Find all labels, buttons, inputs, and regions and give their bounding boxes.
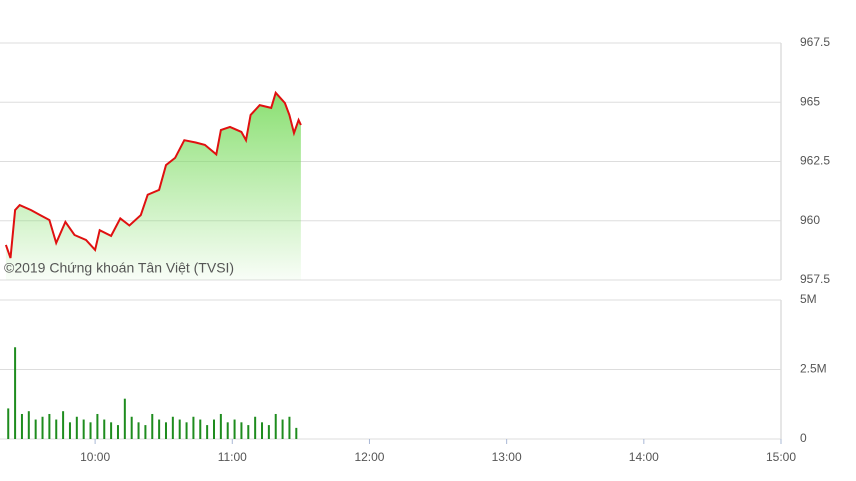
volume-bar [123,398,126,439]
x-tick-label: 12:00 [354,450,384,464]
volume-bar [34,419,37,439]
volume-bar [151,413,154,439]
y-tick-label: 967.5 [800,35,830,49]
watermark: ©2019 Chứng khoán Tân Việt (TVSI) [4,260,234,276]
volume-bar [247,425,250,439]
volume-bar [185,422,188,439]
volume-bar [41,416,44,439]
y-tick-label: 957.5 [800,272,830,286]
y-tick-label: 965 [800,94,820,108]
volume-bar [295,427,298,439]
volume-bar [261,422,264,439]
volume-bar [48,413,51,439]
volume-bar [233,419,236,439]
x-tick-label: 11:00 [218,450,247,464]
volume-bar [62,411,65,439]
volume-bar [14,347,17,439]
volume-bar [199,419,202,439]
volume-bar [116,425,119,439]
volume-bar [178,419,181,439]
volume-bar [226,422,229,439]
y-tick-label: 960 [800,213,820,227]
volume-bar [96,413,99,439]
price-area [5,92,301,280]
volume-bar [267,425,270,439]
volume-bar [254,416,257,439]
volume-bar [171,416,174,439]
y-tick-label: 962.5 [800,154,830,168]
volume-bar [137,422,140,439]
volume-bar [288,416,291,439]
price-line [4,90,302,259]
volume-bar [75,416,78,439]
x-tick-label: 14:00 [629,450,659,464]
volume-bar [27,411,30,439]
volume-bar [89,422,92,439]
x-tick-label: 13:00 [492,450,522,464]
volume-bar [240,422,243,439]
volume-bar [206,425,209,439]
x-tick-label: 15:00 [766,450,796,464]
y-tick-label: 5M [800,292,817,306]
volume-bar [82,419,85,439]
volume-bar [103,419,106,439]
volume-bar [192,416,195,439]
x-tick-label: 10:00 [80,450,110,464]
volume-bar [20,413,23,439]
volume-bar [68,422,71,439]
volume-bar [7,408,10,439]
volume-bar [164,422,167,439]
volume-bar [55,419,58,439]
volume-bar [274,413,277,439]
volume-bar [144,425,147,439]
volume-bar [281,419,284,439]
volume-bar [110,422,113,439]
volume-bar [219,413,222,439]
volume-bar [130,416,133,439]
y-tick-label: 2.5M [800,362,827,376]
y-tick-label: 0 [800,431,807,445]
volume-bar [158,419,161,439]
volume-bar [212,419,215,439]
